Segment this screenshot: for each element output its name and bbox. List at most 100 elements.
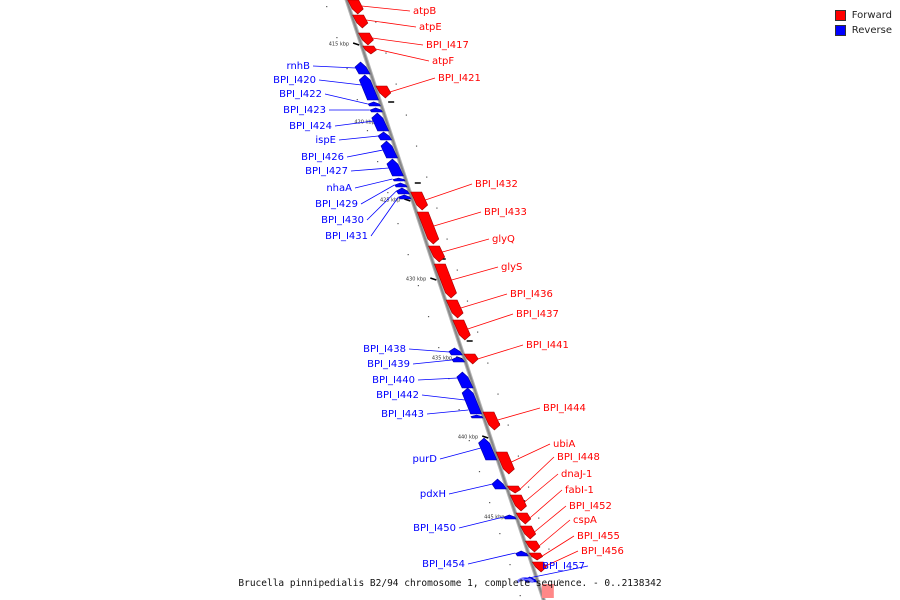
label-leader-line	[426, 409, 469, 415]
gene-block-BPI_I426[interactable]	[380, 140, 399, 159]
gene-label-BPI_I444[interactable]: BPI_I444	[543, 403, 586, 414]
gene-block-BPI_I423[interactable]	[369, 107, 384, 113]
gene-block-BPI_I456[interactable]	[531, 561, 547, 573]
gene-label-BPI_I448[interactable]: BPI_I448	[557, 452, 600, 463]
gene-block-BPI_I436[interactable]	[445, 299, 464, 319]
gene-block-BPI_I439[interactable]	[451, 356, 466, 363]
gene-label-BPI_I433[interactable]: BPI_I433	[484, 207, 527, 218]
gene-label-rnhB[interactable]: rnhB	[287, 61, 311, 72]
gene-label-glyQ[interactable]: glyQ	[492, 234, 515, 245]
gene-block-BPI_I455[interactable]	[528, 552, 544, 561]
gene-block-BPI_I432[interactable]	[410, 191, 429, 211]
gene-label-BPI_I429[interactable]: BPI_I429	[315, 199, 358, 210]
gene-label-ubiA[interactable]: ubiA	[553, 439, 575, 450]
gene-label-BPI_I420[interactable]: BPI_I420	[273, 75, 316, 86]
gene-label-BPI_I439[interactable]: BPI_I439	[367, 359, 410, 370]
gene-label-BPI_I441[interactable]: BPI_I441	[526, 340, 569, 351]
gene-block-fabI-1[interactable]	[515, 512, 532, 525]
gene-label-purD[interactable]: purD	[413, 454, 438, 465]
gene-block-BPI_I431[interactable]	[398, 194, 412, 200]
gene-block-rnhB[interactable]	[354, 61, 371, 75]
gene-block-BPI_I429[interactable]	[394, 182, 408, 188]
gene-label-BPI_I440[interactable]: BPI_I440	[372, 375, 415, 386]
minor-tick-mark	[509, 564, 511, 566]
gene-label-ispE[interactable]: ispE	[315, 135, 336, 146]
gene-label-BPI_I443[interactable]: BPI_I443	[381, 409, 424, 420]
gene-block-BPI_I454[interactable]	[515, 550, 529, 557]
label-leader-line	[523, 565, 589, 580]
gene-block-BPI_I424[interactable]	[371, 112, 390, 132]
gene-block-ubiA[interactable]	[495, 451, 515, 475]
gene-label-BPI_I417[interactable]: BPI_I417	[426, 40, 469, 51]
gene-block-BPI_I444[interactable]	[482, 411, 501, 431]
gene-label-BPI_I431[interactable]: BPI_I431	[325, 231, 368, 242]
gene-block-nhaA[interactable]	[392, 177, 406, 182]
gene-label-BPI_I442[interactable]: BPI_I442	[376, 390, 419, 401]
legend-item-forward: Forward	[834, 8, 892, 23]
gene-label-BPI_I426[interactable]: BPI_I426	[301, 152, 344, 163]
gene-label-BPI_I452[interactable]: BPI_I452	[569, 501, 612, 512]
gene-block-BPI_I448[interactable]	[506, 485, 522, 494]
gene-label-BPI_I421[interactable]: BPI_I421	[438, 73, 481, 84]
gene-block-BPI_I443[interactable]	[470, 414, 484, 419]
gene-label-dnaJ-1[interactable]: dnaJ-1	[561, 469, 592, 480]
gene-label-atpB[interactable]: atpB	[413, 6, 436, 17]
gene-block-BPI_I421[interactable]	[375, 85, 392, 99]
gene-label-glyS[interactable]: glyS	[501, 262, 522, 273]
gene-label-BPI_I423[interactable]: BPI_I423	[283, 105, 326, 116]
label-leader-line	[372, 37, 424, 46]
label-leader-line	[497, 407, 541, 421]
gene-block-cspA[interactable]	[524, 540, 541, 553]
gene-label-atpE[interactable]: atpE	[419, 22, 442, 33]
gene-label-BPI_I454[interactable]: BPI_I454	[422, 559, 465, 570]
gene-label-BPI_I437[interactable]: BPI_I437	[516, 309, 559, 320]
gene-block-BPI_I430[interactable]	[395, 187, 410, 195]
gene-block-atpF[interactable]	[362, 45, 377, 55]
gene-label-BPI_I450[interactable]: BPI_I450	[413, 523, 456, 534]
gene-block-BPI_I422[interactable]	[367, 101, 382, 107]
gene-block-ispE[interactable]	[377, 131, 393, 141]
gene-label-pdxH[interactable]: pdxH	[420, 489, 446, 500]
gene-block-BPI_I452[interactable]	[519, 525, 537, 540]
gene-block-atpE[interactable]	[352, 14, 369, 29]
gene-block-atpB[interactable]	[347, 0, 364, 15]
label-leader-line	[511, 443, 551, 463]
gene-block-pdxH[interactable]	[491, 478, 507, 490]
gene-block-BPI_I420[interactable]	[358, 74, 379, 101]
gene-label-BPI_I432[interactable]: BPI_I432	[475, 179, 518, 190]
gene-block-dnaJ-1[interactable]	[509, 494, 527, 512]
gene-label-atpF[interactable]: atpF	[432, 56, 454, 67]
gene-block-glyQ[interactable]	[427, 245, 446, 263]
gene-label-BPI_I422[interactable]: BPI_I422	[279, 89, 322, 100]
gene-label-BPI_I436[interactable]: BPI_I436	[510, 289, 553, 300]
gene-label-BPI_I427[interactable]: BPI_I427	[305, 166, 348, 177]
gene-label-cspA[interactable]: cspA	[573, 515, 597, 526]
reverse-swatch-icon	[834, 25, 846, 36]
gene-label-BPI_I457[interactable]: BPI_I457	[542, 561, 585, 572]
gene-label-BPI_I438[interactable]: BPI_I438	[363, 344, 406, 355]
gene-block-BPI_I437[interactable]	[452, 319, 471, 341]
gene-block-glyS[interactable]	[433, 263, 457, 299]
gene-label-fabI-1[interactable]: fabI-1	[565, 485, 594, 496]
gene-label-BPI_I424[interactable]: BPI_I424	[289, 121, 332, 132]
minor-tick-mark	[548, 548, 550, 550]
minor-tick-mark	[507, 424, 509, 426]
label-leader-line	[370, 196, 399, 237]
gene-block-BPI_I417[interactable]	[357, 32, 374, 46]
gene-label-BPI_I456[interactable]: BPI_I456	[581, 546, 624, 557]
gene-block-BPI_I427[interactable]	[386, 158, 404, 177]
gene-block-BPI_I441[interactable]	[463, 353, 479, 365]
gene-label-nhaA[interactable]: nhaA	[326, 183, 352, 194]
gene-block-BPI_I438[interactable]	[448, 347, 463, 356]
gene-block-BPI_I440[interactable]	[456, 371, 474, 389]
gene-block-BPI_I450[interactable]	[503, 514, 517, 520]
gene-label-BPI_I430[interactable]: BPI_I430	[321, 215, 364, 226]
label-leader-line	[366, 19, 417, 28]
gene-block-BPI_I442[interactable]	[461, 387, 483, 415]
gene-block-BPI_I433[interactable]	[416, 211, 440, 245]
gene-block-purD[interactable]	[478, 437, 498, 461]
minor-tick-mark	[427, 316, 430, 318]
major-tick-mark	[352, 42, 360, 46]
gene-label-BPI_I455[interactable]: BPI_I455	[577, 531, 620, 542]
